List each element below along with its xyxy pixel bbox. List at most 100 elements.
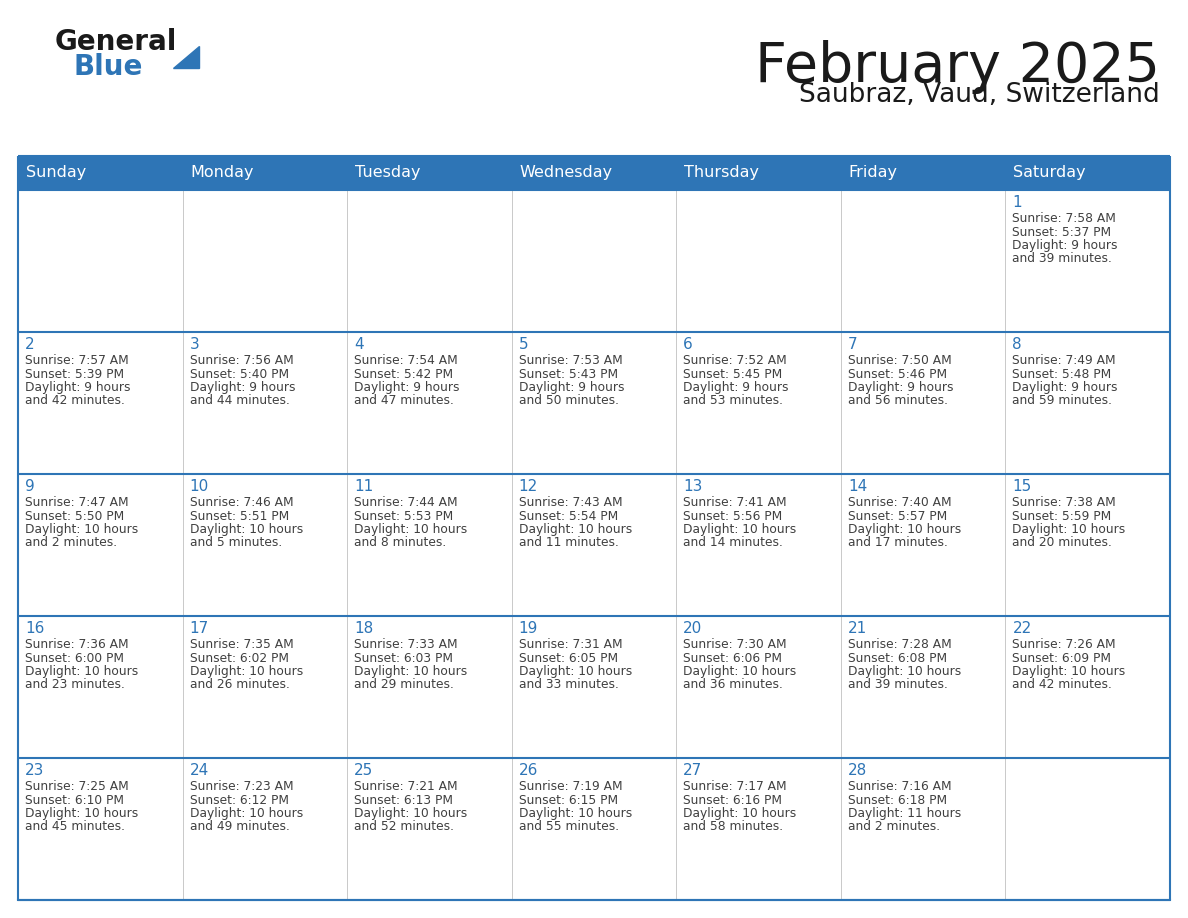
Text: 28: 28 [848, 763, 867, 778]
Text: Thursday: Thursday [684, 165, 759, 181]
Text: Sunrise: 7:19 AM: Sunrise: 7:19 AM [519, 780, 623, 793]
Text: Sunrise: 7:38 AM: Sunrise: 7:38 AM [1012, 496, 1117, 509]
Bar [18, 332, 183, 474]
Text: Daylight: 9 hours: Daylight: 9 hours [190, 381, 295, 394]
Text: and 56 minutes.: and 56 minutes. [848, 395, 948, 408]
Text: Sunrise: 7:46 AM: Sunrise: 7:46 AM [190, 496, 293, 509]
Text: and 33 minutes.: and 33 minutes. [519, 678, 619, 691]
Text: Daylight: 10 hours: Daylight: 10 hours [519, 665, 632, 678]
Text: Sunset: 6:06 PM: Sunset: 6:06 PM [683, 652, 782, 665]
Text: Sunrise: 7:36 AM: Sunrise: 7:36 AM [25, 638, 128, 651]
Text: 5: 5 [519, 337, 529, 352]
Text: and 45 minutes.: and 45 minutes. [25, 821, 125, 834]
Text: 14: 14 [848, 479, 867, 494]
Text: Sunrise: 7:31 AM: Sunrise: 7:31 AM [519, 638, 623, 651]
Text: 17: 17 [190, 621, 209, 636]
Text: Sunset: 5:50 PM: Sunset: 5:50 PM [25, 509, 125, 522]
Text: Sunset: 6:05 PM: Sunset: 6:05 PM [519, 652, 618, 665]
Text: 7: 7 [848, 337, 858, 352]
Text: Daylight: 9 hours: Daylight: 9 hours [683, 381, 789, 394]
Text: and 23 minutes.: and 23 minutes. [25, 678, 125, 691]
Text: Wednesday: Wednesday [519, 165, 613, 181]
Text: Daylight: 9 hours: Daylight: 9 hours [519, 381, 624, 394]
Text: Sunrise: 7:49 AM: Sunrise: 7:49 AM [1012, 354, 1116, 367]
Text: Daylight: 10 hours: Daylight: 10 hours [848, 665, 961, 678]
Text: and 29 minutes.: and 29 minutes. [354, 678, 454, 691]
Text: and 36 minutes.: and 36 minutes. [683, 678, 783, 691]
Text: 19: 19 [519, 621, 538, 636]
Text: Monday: Monday [190, 165, 254, 181]
Text: Sunrise: 7:58 AM: Sunrise: 7:58 AM [1012, 212, 1117, 225]
Text: Sunset: 6:13 PM: Sunset: 6:13 PM [354, 793, 453, 807]
Bar [512, 758, 676, 900]
Text: Sunset: 5:56 PM: Sunset: 5:56 PM [683, 509, 783, 522]
Text: Sunrise: 7:56 AM: Sunrise: 7:56 AM [190, 354, 293, 367]
Text: Sunrise: 7:52 AM: Sunrise: 7:52 AM [683, 354, 786, 367]
Bar [347, 190, 512, 332]
Text: Sunset: 5:53 PM: Sunset: 5:53 PM [354, 509, 454, 522]
Text: Sunrise: 7:50 AM: Sunrise: 7:50 AM [848, 354, 952, 367]
Text: Sunset: 5:48 PM: Sunset: 5:48 PM [1012, 367, 1112, 380]
Bar [18, 616, 183, 758]
Text: Saturday: Saturday [1013, 165, 1086, 181]
Text: Daylight: 10 hours: Daylight: 10 hours [1012, 665, 1126, 678]
Text: 20: 20 [683, 621, 702, 636]
Text: and 14 minutes.: and 14 minutes. [683, 536, 783, 550]
Bar [347, 616, 512, 758]
Text: Sunset: 6:18 PM: Sunset: 6:18 PM [848, 793, 947, 807]
Text: Daylight: 9 hours: Daylight: 9 hours [354, 381, 460, 394]
Bar [676, 190, 841, 332]
Text: Sunrise: 7:33 AM: Sunrise: 7:33 AM [354, 638, 457, 651]
Text: Sunrise: 7:21 AM: Sunrise: 7:21 AM [354, 780, 457, 793]
Text: Daylight: 10 hours: Daylight: 10 hours [848, 523, 961, 536]
Text: Sunday: Sunday [26, 165, 87, 181]
Text: Sunrise: 7:54 AM: Sunrise: 7:54 AM [354, 354, 457, 367]
Bar [347, 332, 512, 474]
Text: Sunset: 5:54 PM: Sunset: 5:54 PM [519, 509, 618, 522]
Text: Daylight: 10 hours: Daylight: 10 hours [519, 807, 632, 820]
Text: and 44 minutes.: and 44 minutes. [190, 395, 290, 408]
Text: and 49 minutes.: and 49 minutes. [190, 821, 290, 834]
Text: 27: 27 [683, 763, 702, 778]
Text: Daylight: 9 hours: Daylight: 9 hours [1012, 381, 1118, 394]
Bar [1005, 474, 1170, 616]
Text: Sunrise: 7:53 AM: Sunrise: 7:53 AM [519, 354, 623, 367]
Bar [841, 332, 1005, 474]
Text: Daylight: 10 hours: Daylight: 10 hours [25, 665, 138, 678]
Text: Sunrise: 7:17 AM: Sunrise: 7:17 AM [683, 780, 786, 793]
Text: and 2 minutes.: and 2 minutes. [848, 821, 940, 834]
Text: Daylight: 10 hours: Daylight: 10 hours [354, 523, 467, 536]
Text: Sunrise: 7:47 AM: Sunrise: 7:47 AM [25, 496, 128, 509]
Bar [183, 332, 347, 474]
Text: Daylight: 11 hours: Daylight: 11 hours [848, 807, 961, 820]
Text: Daylight: 10 hours: Daylight: 10 hours [683, 523, 796, 536]
Bar [18, 474, 183, 616]
Text: Daylight: 10 hours: Daylight: 10 hours [190, 807, 303, 820]
Text: Sunset: 5:42 PM: Sunset: 5:42 PM [354, 367, 454, 380]
Bar [841, 474, 1005, 616]
Bar [18, 156, 1170, 190]
Text: 15: 15 [1012, 479, 1031, 494]
Text: Daylight: 10 hours: Daylight: 10 hours [683, 807, 796, 820]
Bar [183, 474, 347, 616]
Text: 13: 13 [683, 479, 702, 494]
Text: and 47 minutes.: and 47 minutes. [354, 395, 454, 408]
Text: 9: 9 [25, 479, 34, 494]
Bar [512, 474, 676, 616]
Text: and 2 minutes.: and 2 minutes. [25, 536, 118, 550]
Bar [183, 190, 347, 332]
Text: Sunrise: 7:35 AM: Sunrise: 7:35 AM [190, 638, 293, 651]
Text: Sunset: 5:59 PM: Sunset: 5:59 PM [1012, 509, 1112, 522]
Bar [841, 758, 1005, 900]
Text: 2: 2 [25, 337, 34, 352]
Bar [1005, 190, 1170, 332]
Text: and 52 minutes.: and 52 minutes. [354, 821, 454, 834]
Text: 11: 11 [354, 479, 373, 494]
Text: Daylight: 10 hours: Daylight: 10 hours [190, 523, 303, 536]
Text: 26: 26 [519, 763, 538, 778]
Text: Friday: Friday [849, 165, 898, 181]
Text: Sunset: 6:08 PM: Sunset: 6:08 PM [848, 652, 947, 665]
Text: and 17 minutes.: and 17 minutes. [848, 536, 948, 550]
Text: Daylight: 10 hours: Daylight: 10 hours [1012, 523, 1126, 536]
Bar [183, 758, 347, 900]
